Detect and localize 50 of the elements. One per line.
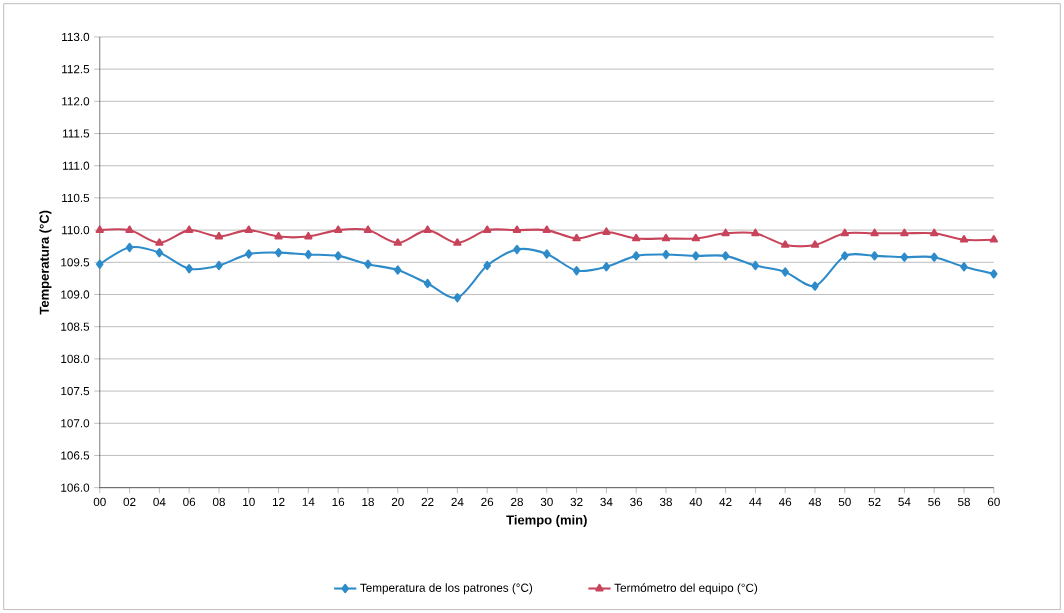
x-tick-label: 02: [123, 497, 136, 506]
x-axis-title: Tiempo (min): [506, 514, 587, 527]
x-tick-label: 04: [153, 497, 166, 506]
y-axis-title: Temperatura (°C): [39, 210, 52, 315]
x-tick-label: 52: [868, 497, 881, 506]
x-tick-label: 60: [987, 497, 1000, 506]
y-tick-label: 110.5: [62, 193, 90, 202]
legend-label: Termómetro del equipo (°C): [614, 583, 758, 595]
x-tick-label: 34: [600, 497, 613, 506]
x-tick-label: 50: [838, 497, 851, 506]
x-tick-label: 22: [421, 497, 434, 506]
y-tick-label: 113.0: [62, 32, 90, 41]
x-tick-label: 58: [957, 497, 970, 506]
y-tick-label: 106.5: [61, 451, 90, 460]
y-tick-label: 106.0: [61, 483, 90, 492]
x-tick-label: 44: [749, 497, 762, 506]
y-tick-label: 111.0: [63, 161, 90, 170]
y-tick-label: 111.5: [63, 129, 90, 138]
y-tick-label: 109.0: [61, 290, 90, 299]
y-tick-label: 109.5: [61, 258, 90, 267]
x-tick-label: 24: [451, 497, 464, 506]
x-tick-label: 14: [302, 497, 315, 506]
x-tick-label: 00: [93, 497, 106, 506]
y-tick-label: 112.5: [62, 64, 90, 74]
x-tick-label: 26: [481, 497, 494, 506]
x-tick-label: 28: [511, 497, 523, 506]
y-tick-label: 107.0: [61, 419, 90, 428]
x-tick-label: 12: [272, 497, 285, 506]
x-tick-label: 20: [391, 497, 404, 506]
y-tick-label: 110.0: [62, 225, 90, 235]
x-tick-label: 06: [183, 497, 196, 506]
x-tick-label: 10: [243, 497, 255, 506]
x-tick-label: 36: [630, 497, 643, 506]
x-tick-label: 46: [778, 497, 792, 506]
x-tick-label: 08: [212, 497, 225, 506]
x-tick-label: 30: [540, 497, 553, 506]
x-tick-label: 56: [928, 497, 941, 506]
y-tick-label: 107.5: [61, 386, 90, 396]
x-tick-label: 38: [659, 497, 672, 506]
y-tick-label: 108.5: [61, 322, 90, 331]
x-tick-label: 16: [332, 497, 345, 506]
x-tick-label: 54: [898, 497, 911, 506]
x-tick-label: 40: [689, 497, 702, 506]
y-tick-label: 108.0: [61, 354, 90, 363]
x-tick-label: 32: [570, 497, 583, 506]
x-tick-label: 48: [808, 497, 821, 506]
legend-label: Temperatura de los patrones (°C): [360, 583, 533, 595]
x-tick-label: 18: [362, 497, 374, 506]
y-tick-label: 112.0: [62, 97, 90, 106]
x-tick-label: 42: [719, 497, 732, 506]
